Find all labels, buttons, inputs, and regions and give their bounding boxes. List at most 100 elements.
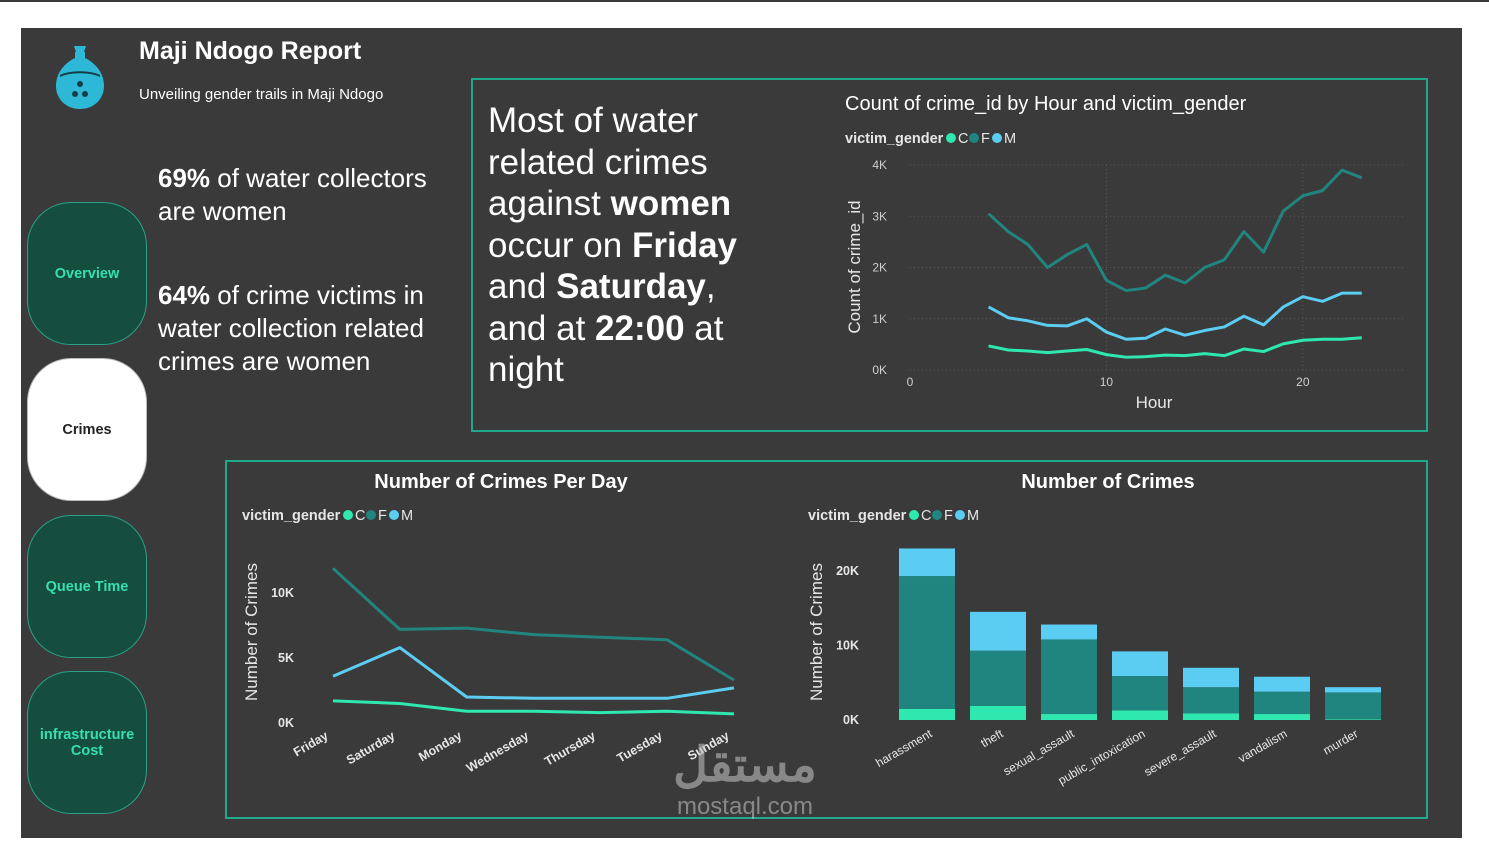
x-tick-label: harassment [873, 726, 935, 770]
headline-part-4: , and at [488, 267, 716, 348]
x-tick-label: murder [1321, 726, 1361, 757]
stat-water-collectors-value: 69% [158, 163, 211, 193]
series-line-C [988, 336, 1362, 359]
legend-marker-F [366, 510, 376, 520]
report-subtitle: Unveiling gender trails in Maji Ndogo [139, 86, 384, 103]
chart-title: Number of Crimes [1021, 471, 1194, 493]
y-tick-label: 5K [278, 651, 294, 665]
headline-part-2: occur on [488, 225, 632, 265]
series-line-F [331, 567, 735, 682]
headline-part-1: Most of water related crimes against [488, 101, 708, 223]
bar-theft-F [970, 650, 1026, 706]
y-tick-label: 3K [872, 209, 887, 223]
hourly-panel [471, 78, 1428, 432]
legend-label-M: M [1004, 131, 1016, 147]
series-line-F [987, 168, 1363, 293]
bar-murder-F [1325, 692, 1381, 720]
y-tick-label: 0K [872, 363, 887, 377]
nav-infrastructure-cost-label: infrastructure Cost [39, 726, 135, 759]
y-axis-label: Number of Crimes [242, 563, 261, 701]
legend-label-C: C [921, 508, 931, 524]
stat-crime-victims: 64% of crime victims in water collection… [158, 279, 458, 378]
headline-women: women [610, 184, 732, 223]
nav-infrastructure-cost-button[interactable]: infrastructure Cost [27, 671, 147, 814]
series-line-M [332, 646, 735, 700]
headline-insight: Most of water related crimes against wom… [488, 100, 778, 391]
nav-overview-button[interactable]: Overview [27, 202, 147, 345]
top-border [0, 0, 1489, 2]
y-tick-label: 10K [836, 638, 859, 652]
y-tick-label: 4K [872, 158, 887, 172]
headline-part-3: and [488, 267, 557, 306]
legend-marker-C [343, 510, 353, 520]
nav-crimes-label: Crimes [62, 421, 112, 438]
watermark-arabic: مستقل [673, 739, 817, 792]
legend-label-M: M [967, 508, 979, 524]
bar-public_intoxication-F [1112, 675, 1168, 711]
headline-time: 22:00 [595, 308, 685, 348]
y-tick-label: 10K [271, 586, 294, 600]
y-tick-label: 0K [278, 716, 294, 730]
bar-sexual_assault-C [1041, 714, 1097, 720]
bar-vandalism-F [1254, 691, 1310, 715]
legend-marker-M [955, 510, 965, 520]
stat-crime-victims-text: of crime victims in water collection rel… [158, 280, 424, 377]
bar-vandalism-M [1254, 676, 1310, 692]
series-line-C [332, 699, 735, 716]
x-tick-label: 10 [1100, 375, 1114, 389]
water-pot-icon [56, 46, 104, 109]
bar-severe_assault-C [1183, 713, 1239, 720]
legend-label-C: C [355, 508, 365, 524]
report-title: Maji Ndogo Report [139, 37, 362, 65]
legend-title: victim_gender [845, 131, 944, 147]
series-line-M [987, 291, 1362, 341]
y-axis-label: Number of Crimes [807, 563, 826, 701]
x-tick-label: theft [978, 726, 1006, 750]
bar-harassment-C [899, 708, 955, 720]
bar-theft-M [970, 611, 1026, 651]
bar-public_intoxication-M [1112, 651, 1168, 676]
legend-marker-M [389, 510, 399, 520]
chart-title: Number of Crimes Per Day [374, 471, 628, 493]
watermark: مستقل mostaql.com [650, 740, 840, 822]
bar-severe_assault-M [1183, 667, 1239, 688]
legend-marker-C [946, 133, 956, 143]
y-tick-label: 2K [872, 261, 887, 275]
bar-severe_assault-F [1183, 687, 1239, 714]
legend-label-C: C [958, 131, 968, 147]
stat-crime-victims-value: 64% [158, 280, 211, 310]
x-axis-label: Hour [1136, 393, 1173, 412]
legend-title: victim_gender [808, 508, 907, 524]
legend-marker-F [932, 510, 942, 520]
nav-crimes-button[interactable]: Crimes [27, 358, 147, 501]
legend-marker-M [992, 133, 1002, 143]
nav-queue-time-label: Queue Time [45, 578, 129, 595]
legend-label-F: F [378, 508, 387, 524]
daily-and-type-panel [225, 460, 1428, 819]
headline-friday: Friday [631, 225, 738, 265]
stat-water-collectors: 69% of water collectors are women [158, 162, 458, 228]
legend-marker-C [909, 510, 919, 520]
bar-public_intoxication-C [1112, 710, 1168, 720]
legend-title: victim_gender [242, 508, 341, 524]
bar-murder-M [1325, 687, 1381, 693]
nav-overview-label: Overview [54, 265, 120, 282]
bar-sexual_assault-M [1041, 624, 1097, 640]
nav-queue-time-button[interactable]: Queue Time [27, 515, 147, 658]
watermark-latin: mostaql.com [676, 793, 814, 820]
legend-label-F: F [981, 131, 990, 147]
stat-water-collectors-text: of water collectors are women [158, 163, 427, 227]
legend-marker-F [969, 133, 979, 143]
bar-theft-C [970, 705, 1026, 720]
bar-harassment-F [899, 576, 955, 709]
y-axis-label: Count of crime_id [845, 200, 864, 333]
x-tick-label: severe_assault [1142, 726, 1219, 779]
bar-harassment-M [899, 548, 955, 577]
x-tick-label: 0 [907, 375, 914, 389]
chart-title: Count of crime_id by Hour and victim_gen… [845, 93, 1247, 115]
y-tick-label: 20K [836, 564, 859, 578]
legend-label-F: F [944, 508, 953, 524]
